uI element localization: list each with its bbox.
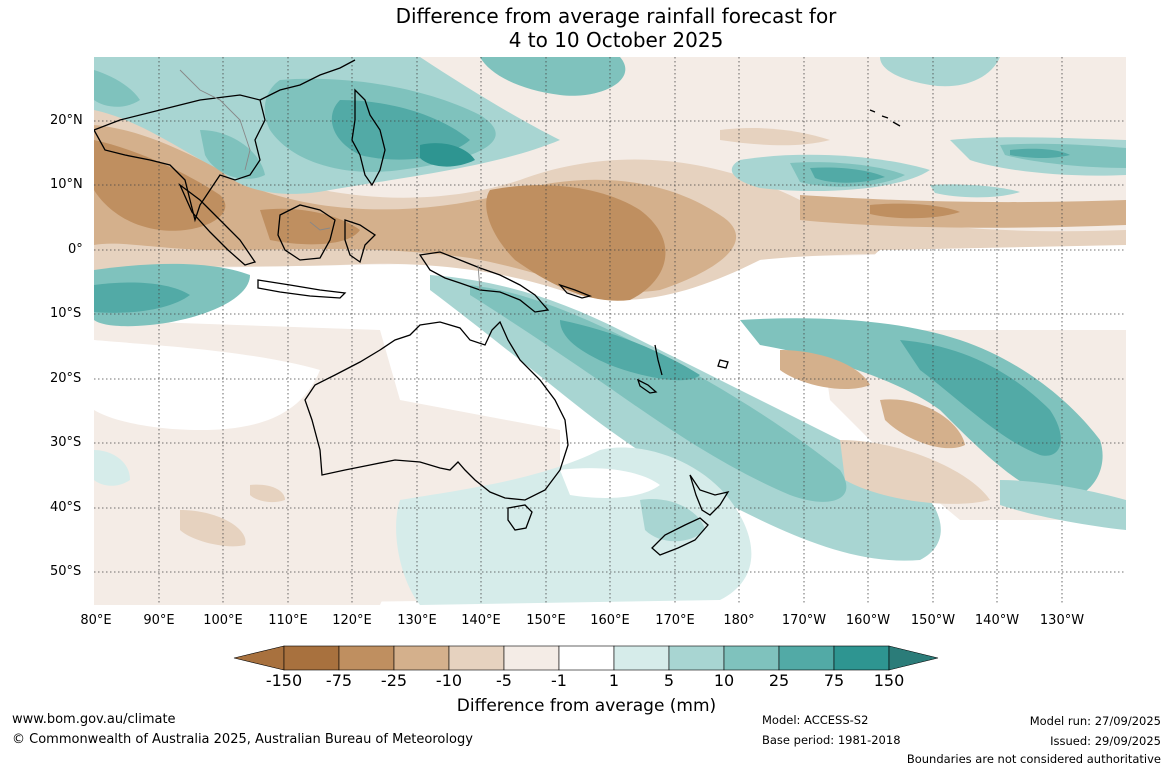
issued-date: Issued: 29/09/2025 bbox=[1050, 734, 1161, 748]
colorbar-seg-11 bbox=[833, 645, 890, 671]
lon-label: 180° bbox=[723, 613, 755, 628]
colorbar-seg-6 bbox=[558, 645, 615, 671]
tasmania-coastline bbox=[507, 504, 533, 531]
colorbar-seg-1 bbox=[283, 645, 340, 671]
china-coastline bbox=[259, 59, 356, 101]
title-line-1: Difference from average rainfall forecas… bbox=[395, 4, 837, 28]
title-line-2: 4 to 10 October 2025 bbox=[508, 28, 724, 52]
lon-label: 80°E bbox=[80, 613, 112, 628]
lon-label: 90°E bbox=[143, 613, 175, 628]
coastlines bbox=[94, 59, 901, 556]
country-borders bbox=[179, 69, 481, 291]
colorbar-seg-2 bbox=[338, 645, 395, 671]
website-link[interactable]: www.bom.gov.au/climate bbox=[12, 712, 176, 727]
lat-label: 10°N bbox=[50, 177, 83, 192]
lat-label: 10°S bbox=[50, 306, 82, 321]
new-caledonia bbox=[636, 378, 658, 394]
colorbar-label: -75 bbox=[325, 671, 353, 690]
colorbar-seg-3 bbox=[393, 645, 450, 671]
model-run-date: Model run: 27/09/2025 bbox=[1029, 714, 1161, 728]
map-title: Difference from average rainfall forecas… bbox=[0, 4, 1173, 52]
vanuatu-islands bbox=[654, 344, 663, 376]
lon-label: 160°E bbox=[590, 613, 630, 628]
rainfall-anomaly-field bbox=[94, 57, 1126, 605]
colorbar-label: -150 bbox=[265, 671, 303, 690]
sulawesi-coastline bbox=[344, 219, 377, 264]
lon-label: 110°E bbox=[268, 613, 308, 628]
colorbar-seg-8 bbox=[668, 645, 725, 671]
colorbar-seg-10 bbox=[778, 645, 835, 671]
lat-label: 40°S bbox=[50, 500, 82, 515]
lon-label: 170°E bbox=[655, 613, 695, 628]
lat-label: 20°S bbox=[50, 371, 82, 386]
java-coastline bbox=[257, 279, 347, 299]
lon-label: 140°E bbox=[461, 613, 501, 628]
new-zealand-south bbox=[651, 517, 709, 556]
lon-label: 150°E bbox=[526, 613, 566, 628]
boundaries-disclaimer: Boundaries are not considered authoritat… bbox=[906, 752, 1161, 766]
colorbar-label: -5 bbox=[496, 671, 512, 690]
colorbar-label: -1 bbox=[551, 671, 567, 690]
colorbar-seg-7 bbox=[613, 645, 670, 671]
colorbar-min-arrow bbox=[233, 645, 285, 671]
lat-label: 0° bbox=[68, 242, 83, 257]
borneo-coastline bbox=[277, 204, 336, 261]
colorbar-label: 25 bbox=[768, 671, 790, 690]
lat-label: 50°S bbox=[50, 564, 82, 579]
hawaii-islands bbox=[869, 109, 901, 127]
graticule bbox=[94, 57, 1126, 605]
sumatra-coastline bbox=[178, 182, 257, 266]
colorbar-label: 5 bbox=[663, 671, 675, 690]
lon-label: 160°W bbox=[845, 613, 891, 628]
new-zealand-north bbox=[689, 474, 730, 516]
solomon-islands bbox=[557, 283, 593, 299]
colorbar-seg-9 bbox=[723, 645, 780, 671]
indochina-coastline bbox=[94, 94, 266, 223]
colorbar-label: 75 bbox=[823, 671, 845, 690]
colorbar-seg-4 bbox=[448, 645, 505, 671]
fiji-islands bbox=[717, 359, 729, 369]
colorbar-label: 1 bbox=[608, 671, 620, 690]
colorbar-title: Difference from average (mm) bbox=[456, 696, 717, 716]
lon-label: 150°W bbox=[910, 613, 956, 628]
colorbar-max-arrow bbox=[888, 645, 939, 671]
colorbar-label: -10 bbox=[435, 671, 463, 690]
copyright-text: © Commonwealth of Australia 2025, Austra… bbox=[12, 732, 473, 747]
lon-label: 140°W bbox=[974, 613, 1020, 628]
lon-label: 100°E bbox=[203, 613, 243, 628]
new-guinea-coastline bbox=[418, 251, 550, 313]
philippines-coastline bbox=[351, 88, 386, 187]
lon-label: 120°E bbox=[332, 613, 372, 628]
colorbar-label: -25 bbox=[380, 671, 408, 690]
lon-label: 130°E bbox=[397, 613, 437, 628]
lat-label: 20°N bbox=[50, 113, 83, 128]
base-period: Base period: 1981-2018 bbox=[762, 733, 901, 747]
australia-coastline bbox=[304, 320, 569, 501]
lon-label: 170°W bbox=[781, 613, 827, 628]
lon-label: 130°W bbox=[1039, 613, 1085, 628]
lat-label: 30°S bbox=[50, 435, 82, 450]
colorbar-seg-5 bbox=[503, 645, 560, 671]
colorbar-label: 150 bbox=[873, 671, 905, 690]
colorbar bbox=[233, 645, 939, 671]
colorbar-label: 10 bbox=[713, 671, 735, 690]
model-name: Model: ACCESS-S2 bbox=[762, 713, 869, 727]
